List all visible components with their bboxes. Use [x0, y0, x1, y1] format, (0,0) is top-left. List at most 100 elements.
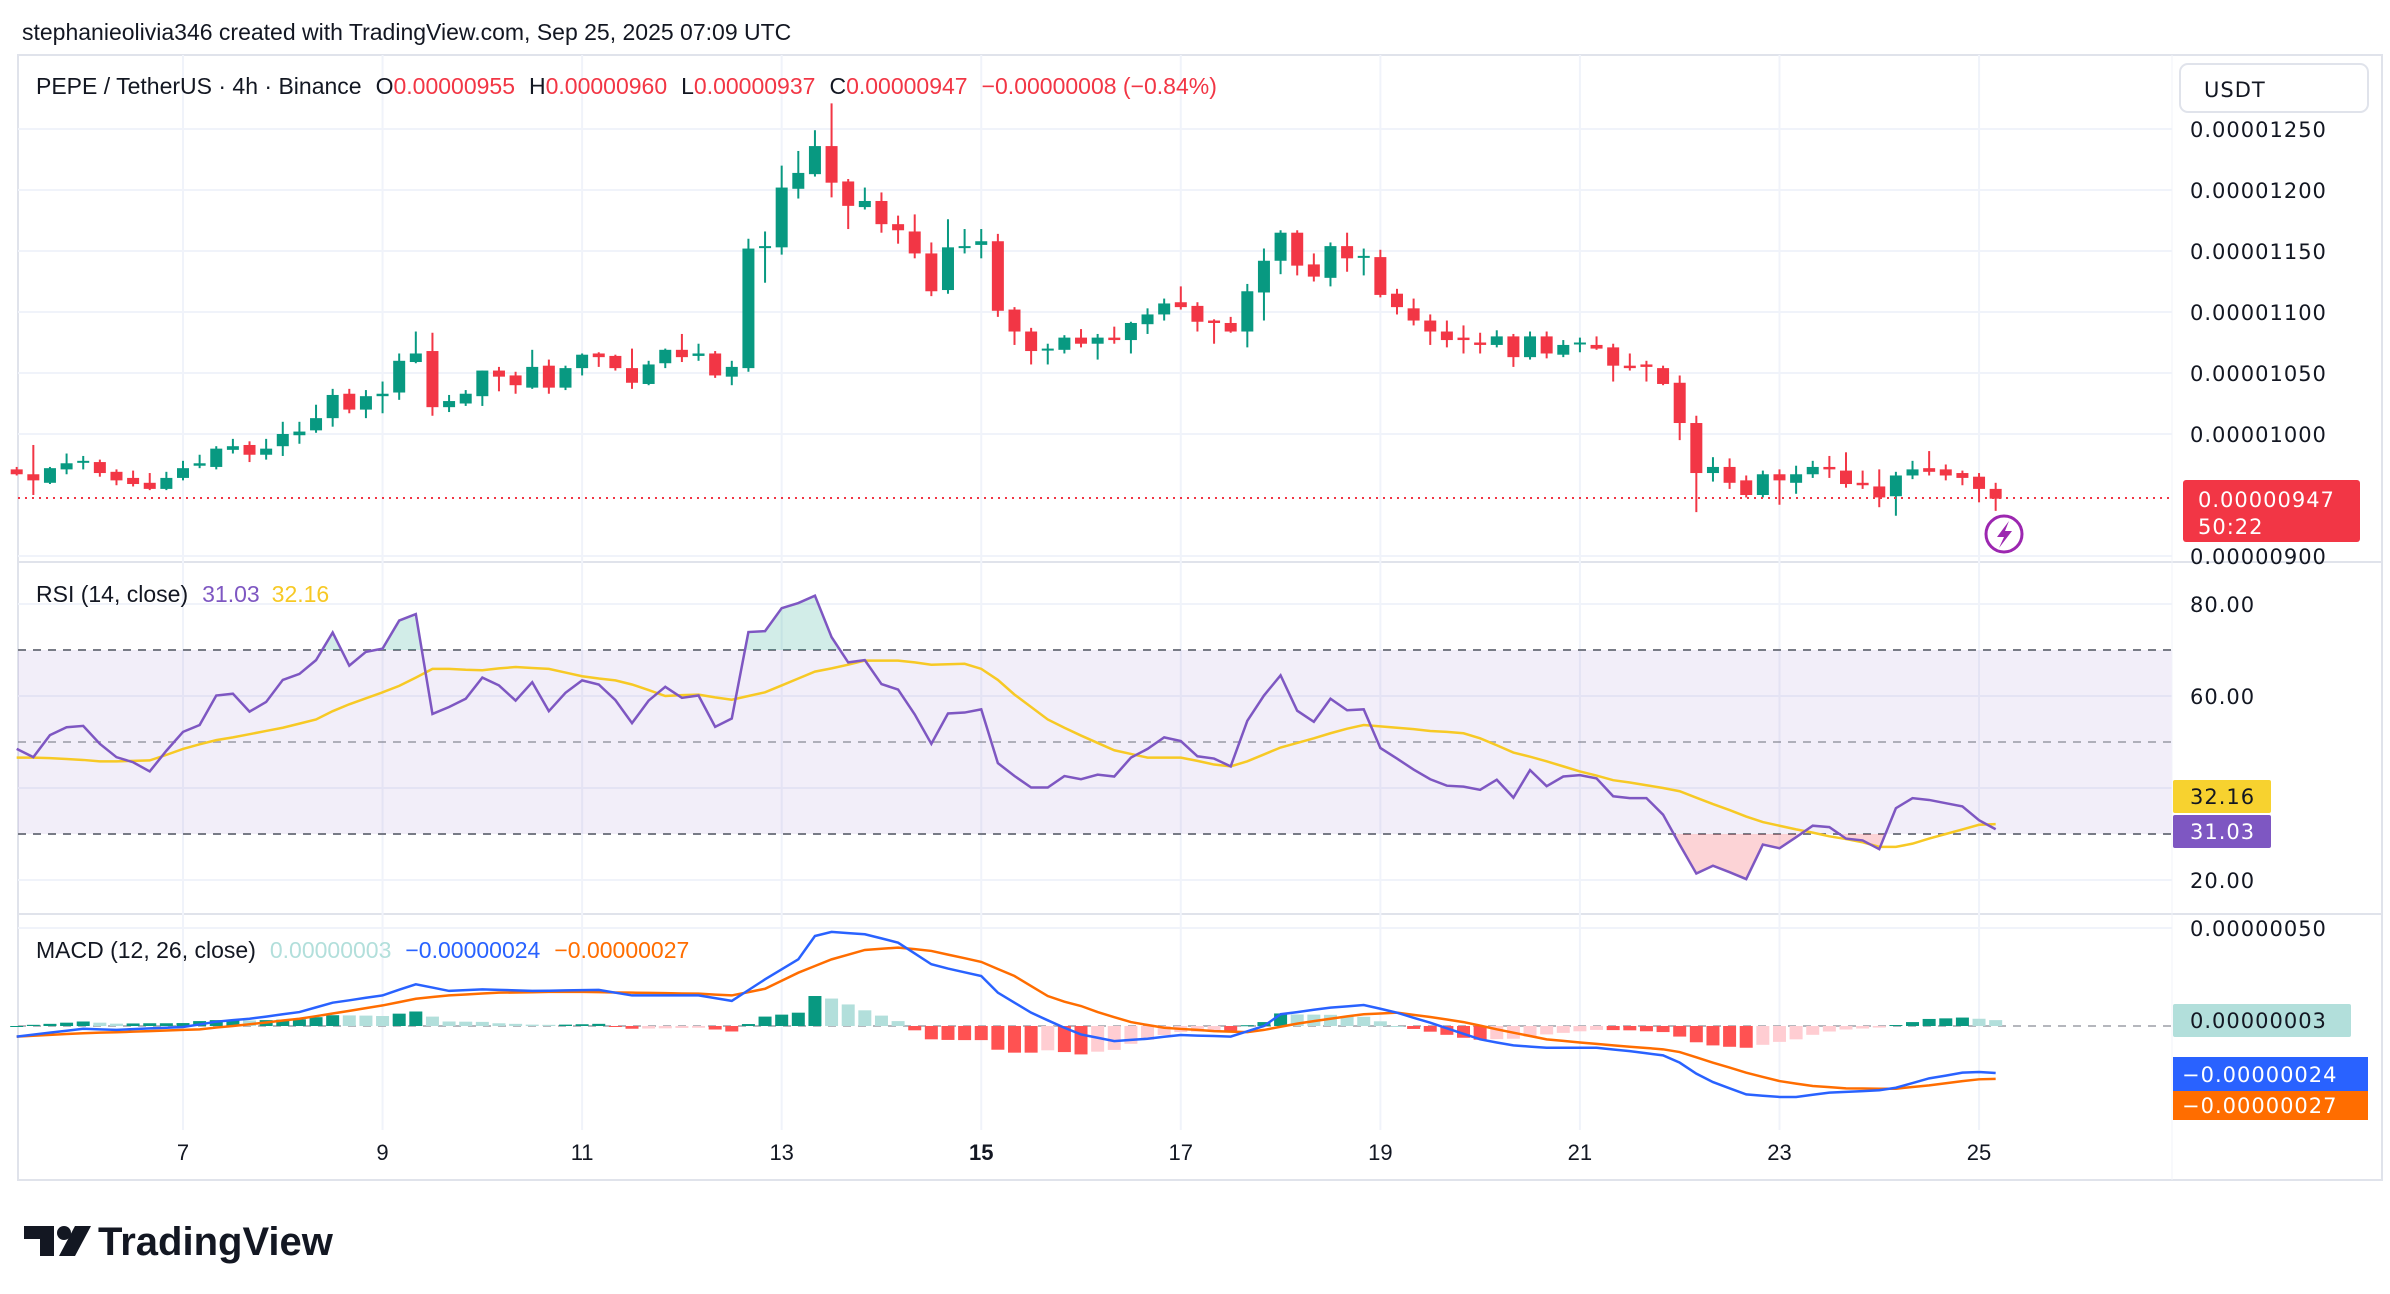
- candle-body: [1989, 488, 2002, 499]
- macd-histogram-bar: [1939, 1018, 1953, 1026]
- candle-body: [592, 353, 605, 358]
- candle-body: [1174, 302, 1187, 308]
- candle-body: [1025, 331, 1038, 352]
- macd-histogram-bar: [10, 1026, 24, 1027]
- candle-body: [60, 463, 73, 470]
- candle: [659, 348, 672, 369]
- candle: [1390, 288, 1403, 315]
- candle: [1141, 308, 1154, 334]
- candle-body: [1058, 337, 1071, 350]
- rsi-legend: RSI (14, close) 31.03 32.16: [36, 581, 329, 607]
- candle: [1341, 232, 1354, 272]
- candle: [1923, 451, 1936, 476]
- candle: [642, 360, 655, 386]
- macd-histogram-bar: [292, 1019, 306, 1026]
- macd-histogram-bar: [1955, 1017, 1969, 1026]
- candle-body: [1939, 469, 1952, 476]
- macd-histogram-bar: [1922, 1018, 1936, 1026]
- macd-histogram-bar: [874, 1015, 888, 1026]
- macd-histogram-bar: [1390, 1026, 1404, 1027]
- price-axis[interactable]: 0.00001250 0.00001200 0.00001150 0.00001100…: [2171, 55, 2327, 1180]
- macd-histogram-bar: [1856, 1026, 1870, 1029]
- rsi-value-badge: 31.03: [2173, 815, 2271, 848]
- date-tick-label: 25: [1967, 1140, 1991, 1165]
- macd-histogram-bar: [1290, 1014, 1304, 1026]
- macd-histogram-bar: [592, 1023, 606, 1026]
- candle: [592, 352, 605, 367]
- candle-body: [1524, 336, 1537, 358]
- candle: [509, 371, 522, 394]
- macd-histogram-bar: [359, 1015, 373, 1026]
- candle: [1989, 482, 2002, 511]
- candle-body: [1241, 291, 1254, 332]
- candle: [1573, 337, 1586, 353]
- macd-histogram-bar: [1906, 1022, 1920, 1026]
- candle-body: [1657, 368, 1670, 384]
- candle: [1956, 470, 1969, 486]
- macd-histogram-bar: [791, 1012, 805, 1026]
- candle-body: [1374, 257, 1387, 295]
- candle-body: [492, 370, 505, 377]
- macd-histogram-bar: [625, 1026, 639, 1029]
- macd-histogram-bar: [608, 1026, 622, 1027]
- candle-body: [1341, 246, 1354, 259]
- date-tick-label: 9: [376, 1140, 388, 1165]
- candle: [1740, 475, 1753, 498]
- currency-button[interactable]: USDT: [2179, 63, 2369, 113]
- candle-body: [476, 370, 489, 397]
- candle: [1091, 333, 1104, 360]
- macd-histogram-bar: [1141, 1026, 1155, 1040]
- candle-body: [1274, 232, 1287, 261]
- macd-histogram-bar: [775, 1014, 789, 1026]
- time-axis[interactable]: 7 9 11 13 15 17 19 21 23 25: [177, 1140, 1991, 1165]
- macd-histogram-bar: [758, 1016, 772, 1026]
- candle-body: [1474, 342, 1487, 345]
- candle-body: [310, 418, 323, 431]
- macd-histogram-bar: [841, 1004, 855, 1026]
- candle-body: [243, 444, 256, 455]
- candle: [276, 421, 289, 456]
- candle-body: [1806, 466, 1819, 475]
- candle: [892, 215, 905, 244]
- candle: [1457, 325, 1470, 354]
- macd-histogram-bar: [908, 1026, 922, 1031]
- candle: [160, 471, 173, 491]
- candle-body: [1357, 255, 1370, 258]
- candle: [1706, 457, 1719, 482]
- svg-text:32.16: 32.16: [2190, 785, 2255, 809]
- candle: [675, 333, 688, 363]
- lightning-icon[interactable]: [1984, 514, 2024, 554]
- candle-body: [1756, 474, 1769, 495]
- macd-histogram-bar: [1024, 1026, 1038, 1053]
- macd-histogram-bar: [1423, 1026, 1437, 1032]
- candle-body: [576, 354, 589, 369]
- last-price-value: 0.00000947: [2198, 488, 2335, 512]
- candle-body: [193, 463, 206, 466]
- candle: [1873, 469, 1886, 508]
- candle: [1424, 314, 1437, 345]
- tradingview-logo-icon: [24, 1226, 54, 1256]
- macd-histogram-bar: [891, 1021, 905, 1026]
- macd-histogram-bar: [575, 1024, 589, 1026]
- candle: [77, 455, 90, 470]
- svg-text:−0.00000024: −0.00000024: [2182, 1063, 2338, 1087]
- macd-signal-line: [16, 946, 1996, 1090]
- candle: [393, 353, 406, 400]
- candle: [1906, 460, 1919, 480]
- candle: [991, 233, 1004, 317]
- candle: [941, 219, 954, 294]
- macd-histogram-bar: [1107, 1026, 1121, 1050]
- candle-body: [941, 247, 954, 291]
- candle: [1889, 471, 1902, 516]
- candle-body: [858, 200, 871, 208]
- candle: [1274, 230, 1287, 275]
- candle-body: [725, 366, 738, 377]
- macd-histogram-bar: [642, 1026, 656, 1029]
- candle: [1806, 460, 1819, 478]
- candle-body: [359, 396, 372, 410]
- candle-body: [77, 460, 90, 463]
- macd-histogram-bar: [159, 1023, 173, 1026]
- candle: [1690, 415, 1703, 513]
- chart-frame: [17, 54, 2383, 1181]
